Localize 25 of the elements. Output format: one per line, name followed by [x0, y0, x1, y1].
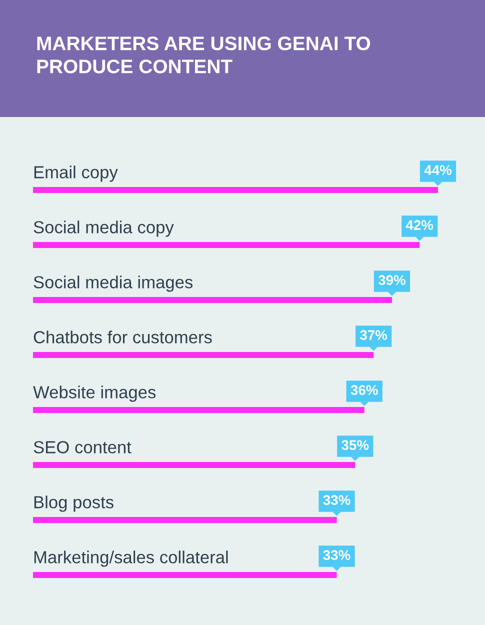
data-label: 33% [323, 550, 350, 560]
y-tick-label: Email copy [34, 166, 118, 182]
data-label: 36% [350, 385, 378, 395]
data-label: 33% [323, 495, 350, 505]
y-tick-label: Blog posts [34, 496, 114, 512]
data-label: 37% [360, 330, 388, 340]
bar [33, 242, 420, 248]
y-tick-label: Marketing/sales collateral [34, 550, 228, 567]
bar [33, 516, 337, 524]
y-tick-label: Chatbots for customers [34, 330, 212, 344]
bar [33, 572, 337, 578]
data-label: 42% [406, 220, 434, 230]
data-label: 44% [424, 165, 452, 175]
y-tick-label: Website images [33, 386, 156, 402]
data-label: 39% [378, 275, 406, 285]
bar [33, 406, 364, 414]
chart-title: MARKETERS ARE USING GENAI TO PRODUCE CONTENT [37, 36, 370, 74]
data-label: 35% [342, 440, 369, 450]
bar [33, 186, 438, 194]
y-tick-label: Social media copy [34, 220, 174, 237]
bar [33, 296, 392, 304]
y-tick-label: SEO content [34, 441, 132, 454]
bar [33, 462, 356, 468]
bar [33, 352, 374, 358]
y-tick-label: Social media images [34, 276, 193, 292]
